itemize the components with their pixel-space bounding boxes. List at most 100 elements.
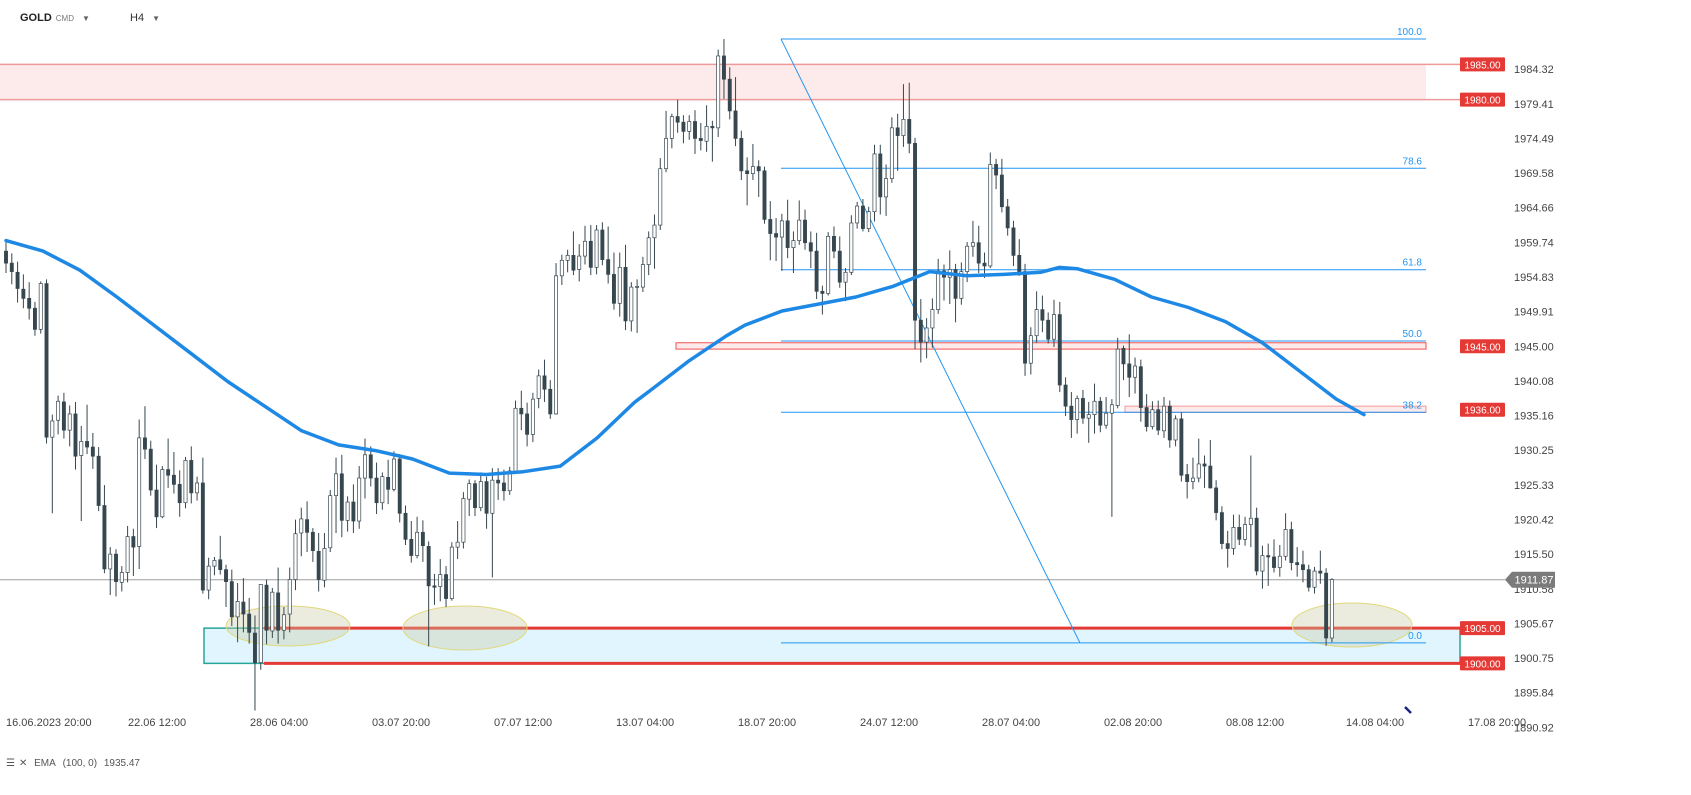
candle	[611, 252, 616, 310]
candle	[1324, 568, 1329, 646]
x-tick-label: 02.08 20:00	[1104, 717, 1162, 729]
y-tick-label: 1979.41	[1514, 99, 1554, 111]
candle-body	[1318, 570, 1323, 574]
candle	[235, 583, 240, 643]
highlight-ellipse	[402, 605, 528, 651]
candle-body	[860, 205, 865, 229]
candle	[669, 113, 674, 149]
candle-body	[913, 142, 917, 321]
candle	[976, 225, 981, 273]
candle-body	[878, 153, 883, 198]
candle	[467, 479, 472, 517]
candle-body	[114, 553, 118, 582]
candle-body	[768, 219, 773, 234]
candle	[600, 222, 605, 266]
candle-body	[623, 267, 628, 322]
candle-body	[218, 559, 223, 571]
candle-body	[276, 592, 281, 631]
candle-body	[496, 479, 501, 484]
candle	[1063, 377, 1068, 417]
candle	[148, 440, 153, 496]
candle	[907, 82, 912, 154]
candle	[999, 158, 1004, 213]
candle	[687, 115, 692, 140]
candle-body	[345, 501, 350, 521]
y-tick-label: 1935.16	[1514, 411, 1554, 423]
candle-body	[9, 262, 14, 272]
candle-body	[629, 286, 634, 322]
candle	[183, 456, 188, 509]
candle	[617, 252, 622, 317]
close-icon[interactable]: ✕	[18, 758, 28, 769]
candle-body	[1017, 255, 1022, 272]
candle	[1289, 521, 1294, 571]
candle	[1156, 400, 1161, 436]
candle	[855, 201, 860, 229]
candle-body	[183, 460, 188, 504]
price-tag-bg	[1460, 57, 1505, 72]
candle-body	[889, 127, 894, 179]
x-tick-label: 28.06 04:00	[250, 717, 308, 729]
candle	[27, 282, 32, 320]
candle	[1115, 337, 1120, 409]
candle-body	[38, 283, 43, 330]
candle-body	[108, 553, 113, 570]
candle	[814, 232, 819, 300]
candle	[224, 564, 228, 607]
candle-body	[791, 240, 796, 248]
candle	[206, 557, 211, 600]
candle-body	[322, 548, 327, 581]
candle	[727, 67, 732, 120]
candle	[310, 528, 315, 562]
list-icon[interactable]: ☰	[6, 758, 15, 769]
candle-body	[4, 250, 8, 264]
level-box	[675, 342, 1427, 350]
x-tick-label: 17.08 20:00	[1468, 717, 1526, 729]
candle-body	[131, 536, 136, 548]
candle-body	[1150, 409, 1155, 427]
candle-body	[310, 531, 315, 551]
price-tag-label: 1945.00	[1464, 342, 1501, 353]
candle	[762, 166, 767, 224]
y-tick-label: 1890.92	[1514, 722, 1554, 734]
candle-body	[930, 309, 935, 329]
candle	[565, 249, 570, 273]
candle-body	[1301, 564, 1305, 571]
current-price-label: 1911.87	[1515, 575, 1554, 587]
price-tag: 1980.00	[1460, 92, 1505, 107]
candle-body	[1046, 319, 1051, 340]
candle	[536, 369, 541, 409]
candle-body	[565, 255, 570, 261]
symbol-selector[interactable]: GOLD CMD ▼	[20, 12, 90, 24]
candle-body	[536, 375, 541, 399]
candle-body	[924, 327, 929, 343]
candle	[119, 566, 124, 592]
candle	[768, 201, 773, 261]
price-tag: 1945.00	[1460, 339, 1505, 354]
candle-body	[1069, 405, 1074, 420]
candle-body	[403, 512, 408, 540]
candle	[1237, 514, 1242, 545]
candle	[281, 606, 286, 640]
candle-body	[832, 236, 836, 252]
candle	[357, 466, 362, 529]
candle-body	[143, 437, 147, 450]
timeframe-selector[interactable]: H4 ▼	[130, 12, 160, 24]
candle	[924, 318, 929, 359]
candle	[652, 214, 657, 269]
candle	[339, 454, 344, 538]
candle	[56, 395, 61, 435]
fib-level-label: 78.6	[1403, 156, 1423, 167]
candle	[884, 164, 889, 216]
candle	[415, 516, 420, 559]
candle-body	[1138, 366, 1143, 408]
y-tick-label: 1974.49	[1514, 133, 1554, 145]
candle-body	[484, 481, 489, 514]
candle-body	[1202, 463, 1207, 467]
candle-body	[999, 174, 1004, 208]
x-tick-label: 22.06 12:00	[128, 717, 186, 729]
candle	[438, 559, 443, 602]
candle	[1295, 547, 1300, 577]
candle	[1231, 514, 1236, 555]
